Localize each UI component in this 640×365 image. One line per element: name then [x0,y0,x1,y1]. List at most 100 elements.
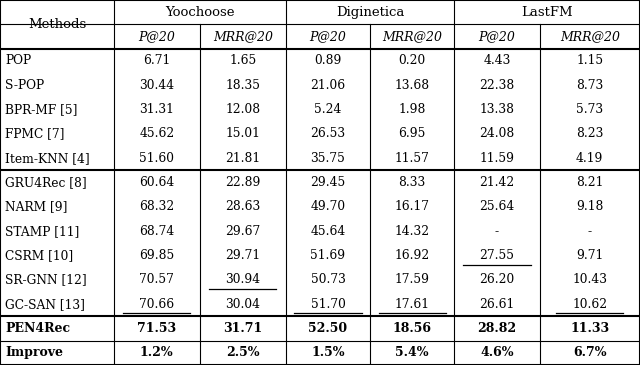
Text: 2.5%: 2.5% [226,346,260,359]
Text: PEN4Rec: PEN4Rec [5,322,70,335]
Text: SR-GNN [12]: SR-GNN [12] [5,273,87,286]
Text: 16.92: 16.92 [394,249,430,262]
Text: 30.04: 30.04 [225,298,260,311]
Text: 29.71: 29.71 [225,249,260,262]
Text: 70.66: 70.66 [140,298,174,311]
Text: 8.23: 8.23 [576,127,604,140]
Text: 5.73: 5.73 [576,103,604,116]
Text: MRR@20: MRR@20 [213,30,273,43]
Text: 26.61: 26.61 [479,298,515,311]
Text: 18.35: 18.35 [225,79,260,92]
Text: 11.59: 11.59 [479,152,515,165]
Text: Diginetica: Diginetica [336,6,404,19]
Text: MRR@20: MRR@20 [382,30,442,43]
Text: 14.32: 14.32 [395,225,429,238]
Text: 68.32: 68.32 [139,200,175,213]
Text: 17.61: 17.61 [395,298,429,311]
Text: 25.64: 25.64 [479,200,515,213]
Text: 11.33: 11.33 [570,322,609,335]
Text: 31.71: 31.71 [223,322,262,335]
Text: 35.75: 35.75 [310,152,346,165]
Text: CSRM [10]: CSRM [10] [5,249,73,262]
Text: 28.63: 28.63 [225,200,260,213]
Text: S-POP: S-POP [5,79,44,92]
Text: LastFM: LastFM [522,6,573,19]
Text: 18.56: 18.56 [393,322,431,335]
Text: 13.38: 13.38 [479,103,515,116]
Text: 16.17: 16.17 [395,200,429,213]
Text: 51.60: 51.60 [140,152,174,165]
Text: POP: POP [5,54,31,67]
Text: GC-SAN [13]: GC-SAN [13] [5,298,85,311]
Text: 4.19: 4.19 [576,152,604,165]
Text: GRU4Rec [8]: GRU4Rec [8] [5,176,87,189]
Text: 1.2%: 1.2% [140,346,173,359]
Text: 52.50: 52.50 [308,322,348,335]
Text: Improve: Improve [5,346,63,359]
Text: -: - [588,225,592,238]
Text: 24.08: 24.08 [479,127,515,140]
Text: 13.68: 13.68 [395,79,429,92]
Text: 10.62: 10.62 [572,298,607,311]
Text: 29.45: 29.45 [310,176,346,189]
Text: 21.42: 21.42 [479,176,515,189]
Text: 4.43: 4.43 [483,54,511,67]
Text: 26.20: 26.20 [479,273,515,286]
Text: NARM [9]: NARM [9] [5,200,67,213]
Text: 28.82: 28.82 [477,322,516,335]
Text: 1.65: 1.65 [229,54,257,67]
Text: 5.4%: 5.4% [396,346,429,359]
Text: 8.33: 8.33 [399,176,426,189]
Text: Yoochoose: Yoochoose [165,6,235,19]
Text: 6.71: 6.71 [143,54,170,67]
Text: STAMP [11]: STAMP [11] [5,225,79,238]
Text: 60.64: 60.64 [139,176,175,189]
Text: P@20: P@20 [479,30,515,43]
Text: 71.53: 71.53 [137,322,177,335]
Text: 6.95: 6.95 [399,127,426,140]
Text: 0.20: 0.20 [399,54,426,67]
Text: 1.15: 1.15 [576,54,604,67]
Text: 51.70: 51.70 [310,298,346,311]
Text: 10.43: 10.43 [572,273,607,286]
Text: P@20: P@20 [138,30,175,43]
Text: 27.55: 27.55 [479,249,515,262]
Text: 9.71: 9.71 [576,249,604,262]
Text: 15.01: 15.01 [225,127,260,140]
Text: 1.5%: 1.5% [311,346,345,359]
Text: 4.6%: 4.6% [480,346,514,359]
Text: 45.64: 45.64 [310,225,346,238]
Text: 8.21: 8.21 [576,176,604,189]
Text: 1.98: 1.98 [399,103,426,116]
Text: 70.57: 70.57 [140,273,174,286]
Text: 17.59: 17.59 [395,273,429,286]
Text: 45.62: 45.62 [139,127,175,140]
Text: 69.85: 69.85 [139,249,175,262]
Text: 6.7%: 6.7% [573,346,607,359]
Text: MRR@20: MRR@20 [560,30,620,43]
Text: 11.57: 11.57 [395,152,429,165]
Text: -: - [495,225,499,238]
Text: 8.73: 8.73 [576,79,604,92]
Text: 50.73: 50.73 [310,273,346,286]
Text: 22.89: 22.89 [225,176,260,189]
Text: 30.44: 30.44 [140,79,174,92]
Text: 29.67: 29.67 [225,225,260,238]
Text: FPMC [7]: FPMC [7] [5,127,65,140]
Text: 21.06: 21.06 [310,79,346,92]
Text: Methods: Methods [28,18,86,31]
Text: Item-KNN [4]: Item-KNN [4] [5,152,90,165]
Text: 68.74: 68.74 [139,225,175,238]
Text: 26.53: 26.53 [310,127,346,140]
Text: 12.08: 12.08 [225,103,260,116]
Text: P@20: P@20 [310,30,346,43]
Text: 49.70: 49.70 [310,200,346,213]
Text: 5.24: 5.24 [314,103,342,116]
Text: 30.94: 30.94 [225,273,260,286]
Text: BPR-MF [5]: BPR-MF [5] [5,103,77,116]
Text: 21.81: 21.81 [225,152,260,165]
Text: 0.89: 0.89 [314,54,342,67]
Text: 51.69: 51.69 [310,249,346,262]
Text: 22.38: 22.38 [479,79,515,92]
Text: 31.31: 31.31 [140,103,174,116]
